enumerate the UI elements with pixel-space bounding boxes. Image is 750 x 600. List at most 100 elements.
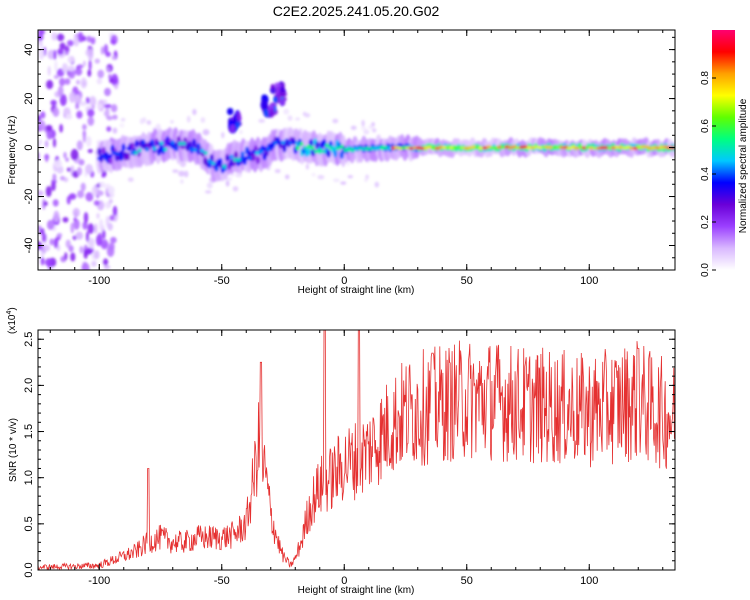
secondary-feature bbox=[274, 82, 281, 88]
noise-cell bbox=[221, 131, 225, 139]
snr-multiplier-exp: 4 bbox=[6, 311, 13, 315]
ridge-core bbox=[233, 157, 238, 162]
noise-cell bbox=[88, 240, 95, 249]
ridge-core bbox=[214, 166, 219, 172]
noise-cell bbox=[180, 179, 184, 184]
noise-cell bbox=[139, 118, 144, 125]
noise-cell bbox=[347, 175, 354, 179]
secondary-feature bbox=[275, 85, 280, 97]
noise-cell bbox=[82, 81, 87, 87]
noise-cell bbox=[91, 260, 97, 267]
ridge-band bbox=[339, 151, 344, 159]
ridge-core bbox=[137, 148, 142, 153]
ridge-core bbox=[222, 164, 227, 169]
ridge-core bbox=[361, 146, 366, 152]
ridge-core bbox=[251, 149, 256, 154]
noise-cell bbox=[70, 252, 76, 262]
noise-cell bbox=[53, 210, 60, 223]
secondary-feature bbox=[226, 107, 234, 116]
noise-cell bbox=[82, 60, 86, 67]
noise-cell bbox=[225, 180, 230, 187]
ridge-core bbox=[306, 144, 311, 149]
ridge-band bbox=[306, 148, 311, 157]
secondary-feature bbox=[263, 109, 269, 118]
noise-cell bbox=[88, 59, 92, 71]
secondary-feature bbox=[260, 99, 268, 111]
ridge-core bbox=[203, 150, 208, 156]
colorbar-tick-label: 0.8 bbox=[700, 71, 711, 85]
ridge-core bbox=[229, 154, 234, 159]
noise-cell bbox=[103, 258, 109, 266]
noise-cell bbox=[38, 47, 43, 53]
noise-cell bbox=[47, 49, 56, 60]
noise-cell bbox=[45, 79, 54, 90]
colorbar-tick-label: 0.0 bbox=[700, 263, 711, 277]
ridge-band bbox=[251, 153, 256, 162]
noise-cell bbox=[120, 117, 126, 122]
ridge-core bbox=[225, 156, 231, 161]
noise-cell bbox=[179, 160, 187, 168]
noise-cell bbox=[76, 166, 83, 176]
noise-cell bbox=[79, 246, 84, 254]
noise-cell bbox=[45, 153, 49, 163]
ridge-core bbox=[108, 153, 113, 159]
ridge-core bbox=[324, 143, 330, 148]
ridge-core bbox=[240, 151, 245, 156]
noise-cell bbox=[67, 39, 74, 47]
x-tick-label: 50 bbox=[461, 275, 473, 287]
noise-cell bbox=[317, 175, 325, 180]
noise-cell bbox=[146, 120, 152, 125]
ridge-core bbox=[380, 145, 385, 150]
x-tick-label: 0 bbox=[341, 575, 347, 587]
y-tick-label: 1.5 bbox=[23, 424, 35, 439]
noise-cell bbox=[204, 190, 212, 194]
noise-cell bbox=[67, 65, 76, 72]
ridge-core bbox=[163, 147, 168, 152]
noise-cell bbox=[75, 103, 80, 110]
ridge-band bbox=[233, 151, 239, 160]
ridge-core bbox=[291, 139, 297, 145]
noise-cell bbox=[107, 222, 113, 231]
noise-cell bbox=[112, 205, 118, 217]
noise-cell bbox=[235, 173, 243, 178]
ridge-core bbox=[111, 150, 117, 156]
noise-cell bbox=[106, 67, 111, 73]
x-tick-label: -100 bbox=[88, 575, 110, 587]
ridge-core bbox=[343, 147, 348, 153]
ridge-core bbox=[100, 153, 106, 159]
noise-cell bbox=[80, 182, 86, 192]
noise-cell bbox=[112, 114, 118, 120]
ridge-core bbox=[299, 141, 304, 147]
noise-cell bbox=[75, 68, 83, 76]
noise-cell bbox=[96, 189, 102, 197]
snr-multiplier-close: ) bbox=[7, 307, 18, 310]
noise-cell bbox=[45, 185, 52, 198]
ridge-core bbox=[258, 149, 264, 154]
noise-cell bbox=[94, 58, 100, 64]
noise-cell bbox=[79, 101, 87, 107]
noise-cell bbox=[64, 78, 71, 85]
noise-cell bbox=[364, 178, 368, 182]
secondary-feature bbox=[273, 96, 278, 104]
noise-cell bbox=[284, 174, 290, 180]
noise-cell bbox=[62, 216, 69, 223]
ridge-core bbox=[185, 146, 190, 151]
noise-cell bbox=[287, 115, 293, 121]
ridge-core bbox=[365, 146, 370, 151]
noise-cell bbox=[108, 73, 112, 80]
ridge-core bbox=[115, 151, 120, 156]
noise-cell bbox=[89, 95, 97, 107]
ridge-core bbox=[321, 149, 326, 154]
ridge-core bbox=[192, 147, 197, 153]
noise-cell bbox=[43, 201, 48, 206]
noise-cell bbox=[56, 33, 65, 42]
noise-cell bbox=[76, 110, 83, 119]
x-tick-label: -50 bbox=[214, 575, 230, 587]
x-tick-label: -100 bbox=[88, 275, 110, 287]
ridge-core bbox=[218, 163, 223, 168]
noise-cell bbox=[93, 223, 98, 234]
noise-cell bbox=[85, 263, 90, 270]
noise-cell bbox=[38, 190, 44, 197]
noise-cell bbox=[38, 115, 41, 123]
noise-cell bbox=[360, 126, 367, 131]
